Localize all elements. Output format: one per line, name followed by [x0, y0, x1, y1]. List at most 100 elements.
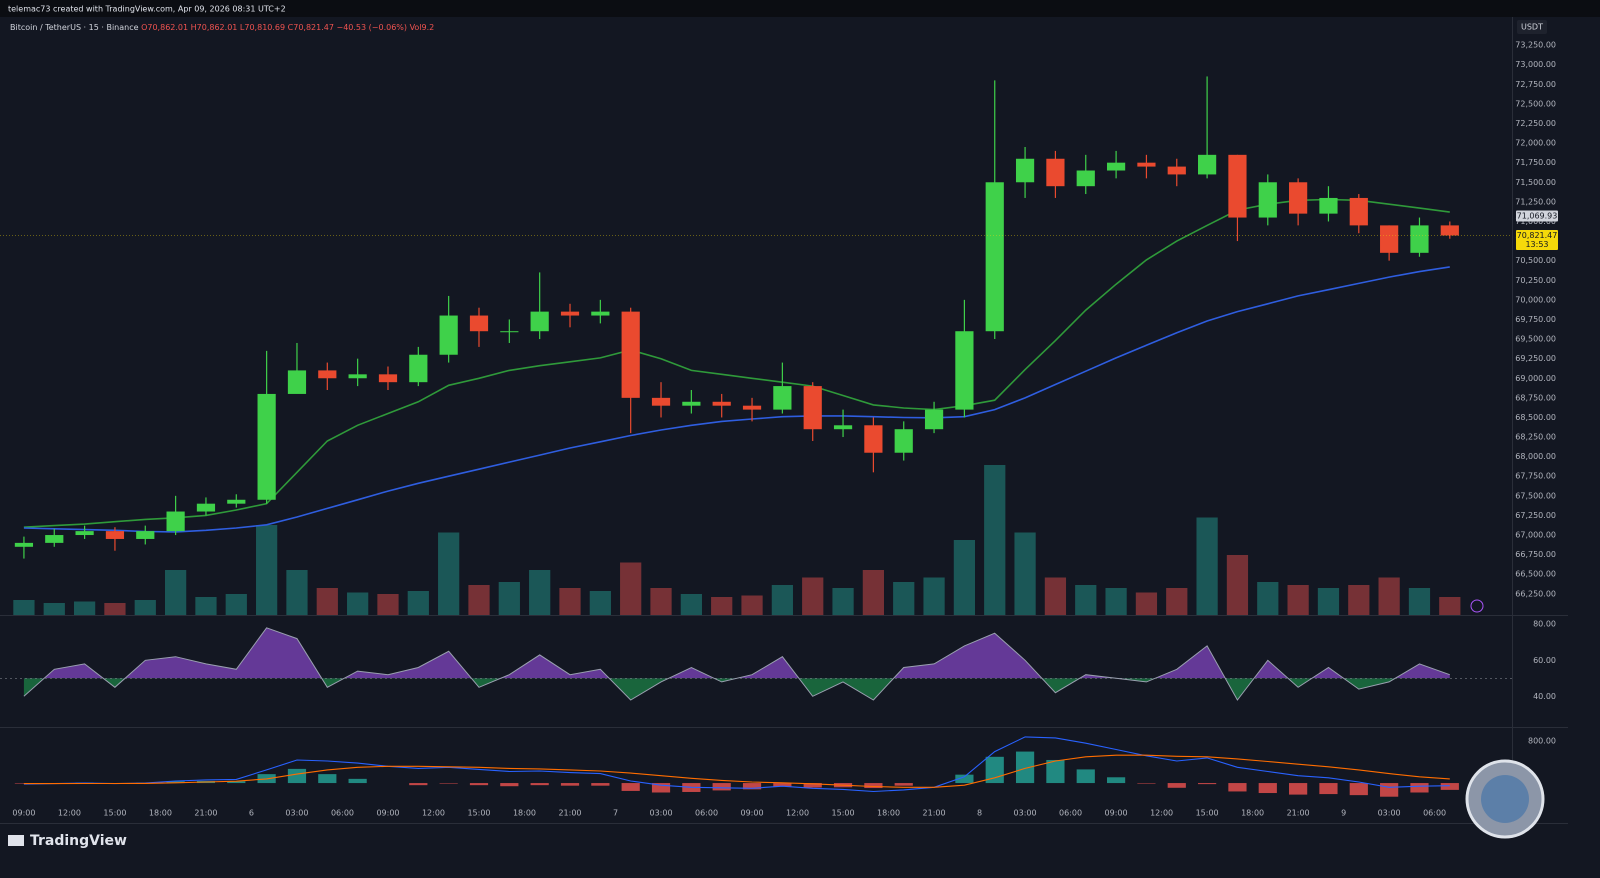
footer — [0, 824, 1600, 878]
x-tick-label: 09:00 — [741, 809, 764, 818]
volume-bar — [620, 562, 642, 615]
y-tick-label: 60.00 — [1533, 656, 1556, 665]
price-tag — [1516, 229, 1558, 250]
volume-bar — [1257, 582, 1279, 615]
macd-histogram — [1198, 783, 1217, 785]
y-tick-label: 80.00 — [1533, 620, 1556, 629]
rsi-fill-below — [23, 678, 1396, 700]
volume-bar — [1014, 532, 1036, 615]
macd-histogram — [1076, 769, 1095, 784]
candle-body — [864, 425, 883, 453]
candle-body — [621, 311, 640, 398]
volume-bar — [923, 577, 945, 615]
macd-histogram — [1046, 759, 1065, 784]
x-tick-label: 03:00 — [1014, 809, 1037, 818]
macd-histogram — [1380, 783, 1399, 797]
candle-body — [1137, 162, 1156, 167]
volume-bar — [680, 594, 702, 615]
macd-line — [23, 736, 1450, 793]
candle-body — [742, 405, 762, 410]
x-tick-label: 12:00 — [58, 809, 81, 818]
legend: Bitcoin / TetherUS · 15 · Binance O70,86… — [10, 23, 434, 32]
macd-histogram — [742, 783, 762, 790]
macd-histogram — [439, 783, 458, 784]
moving-average — [23, 198, 1450, 528]
macd-histogram — [712, 783, 731, 791]
y-tick-label: 67,000.00 — [1515, 531, 1556, 540]
candle-body — [1076, 170, 1095, 187]
candle-body — [1167, 166, 1186, 175]
signal-line — [23, 754, 1450, 788]
y-tick-label: 71,250.00 — [1515, 197, 1556, 206]
moving-average — [23, 266, 1450, 533]
y-tick-label: 66,250.00 — [1515, 589, 1556, 598]
volume-bar — [347, 592, 369, 615]
volume-bar — [1408, 588, 1431, 615]
candle-body — [227, 499, 246, 504]
volume-bar — [1196, 517, 1218, 615]
candle-body — [1440, 225, 1459, 236]
candle-body — [1319, 197, 1338, 214]
y-tick-label: 72,500.00 — [1515, 99, 1556, 108]
alert-icon[interactable] — [1470, 599, 1484, 613]
volume-bar — [589, 591, 611, 615]
volume-bar — [225, 594, 247, 615]
logo-mark — [8, 835, 24, 846]
candle-body — [985, 182, 1004, 332]
price-tag — [1516, 210, 1558, 222]
macd-histogram — [287, 768, 307, 784]
candle-body — [14, 542, 34, 547]
candle-body — [439, 315, 458, 355]
volume-bar — [1348, 585, 1370, 615]
plot-layer: 09:00 12:00 15:00 18:00 21:00 6 03:00 06:00 09:0… — [0, 41, 1558, 818]
candle-body — [318, 370, 337, 379]
y-tick-label: 71,750.00 — [1515, 158, 1556, 167]
x-tick-label: 21:00 — [558, 809, 581, 818]
candle-body — [1015, 158, 1035, 183]
volume-bar — [650, 588, 672, 615]
candle-body — [1198, 154, 1217, 175]
candle-body — [712, 401, 731, 406]
candle-body — [1349, 197, 1368, 226]
macd-histogram — [621, 783, 640, 791]
volume-bar — [771, 585, 793, 615]
y-tick-label: 69,000.00 — [1515, 374, 1556, 383]
macd-histogram — [348, 778, 367, 784]
candle-body — [1289, 182, 1308, 214]
x-tick-label: 21:00 — [194, 809, 217, 818]
volume-bar — [1044, 577, 1067, 615]
y-tick-label: 68,250.00 — [1515, 433, 1556, 442]
candle-body — [651, 397, 671, 406]
price-tag-label: 70,821.47 — [1517, 231, 1558, 240]
x-tick-label: 09:00 — [376, 809, 399, 818]
y-tick-label: 40.00 — [1533, 692, 1556, 701]
y-tick-label: 67,250.00 — [1515, 511, 1556, 520]
candle-body — [955, 331, 974, 410]
axis-unit: USDT — [1521, 23, 1543, 32]
volume-bar — [1166, 588, 1188, 615]
candle-body — [166, 511, 185, 532]
ohlc: C70,821.47 — [288, 23, 334, 32]
macd-histogram — [1015, 751, 1035, 784]
macd-histogram — [1106, 777, 1126, 784]
volume-bar — [1226, 555, 1249, 615]
candle-body — [591, 311, 610, 316]
x-tick-label: 12:00 — [1150, 809, 1173, 818]
volume-bar — [73, 601, 96, 615]
candle-body — [469, 315, 489, 332]
x-tick-label: 18:00 — [513, 809, 536, 818]
macd-histogram — [1349, 783, 1368, 796]
volume-bar — [164, 570, 187, 615]
y-tick-label: 66,750.00 — [1515, 550, 1556, 559]
x-tick-label: 09:00 — [1105, 809, 1128, 818]
candle-body — [287, 370, 307, 394]
y-tick-label: 68,000.00 — [1515, 452, 1556, 461]
volume-bar — [953, 540, 976, 615]
x-tick-label: 6 — [249, 809, 254, 818]
volume-bar — [43, 603, 65, 615]
macd-histogram — [500, 783, 519, 787]
macd-histogram — [1289, 783, 1308, 795]
x-tick-label: 09:00 — [12, 809, 35, 818]
volume-bar — [559, 588, 581, 615]
